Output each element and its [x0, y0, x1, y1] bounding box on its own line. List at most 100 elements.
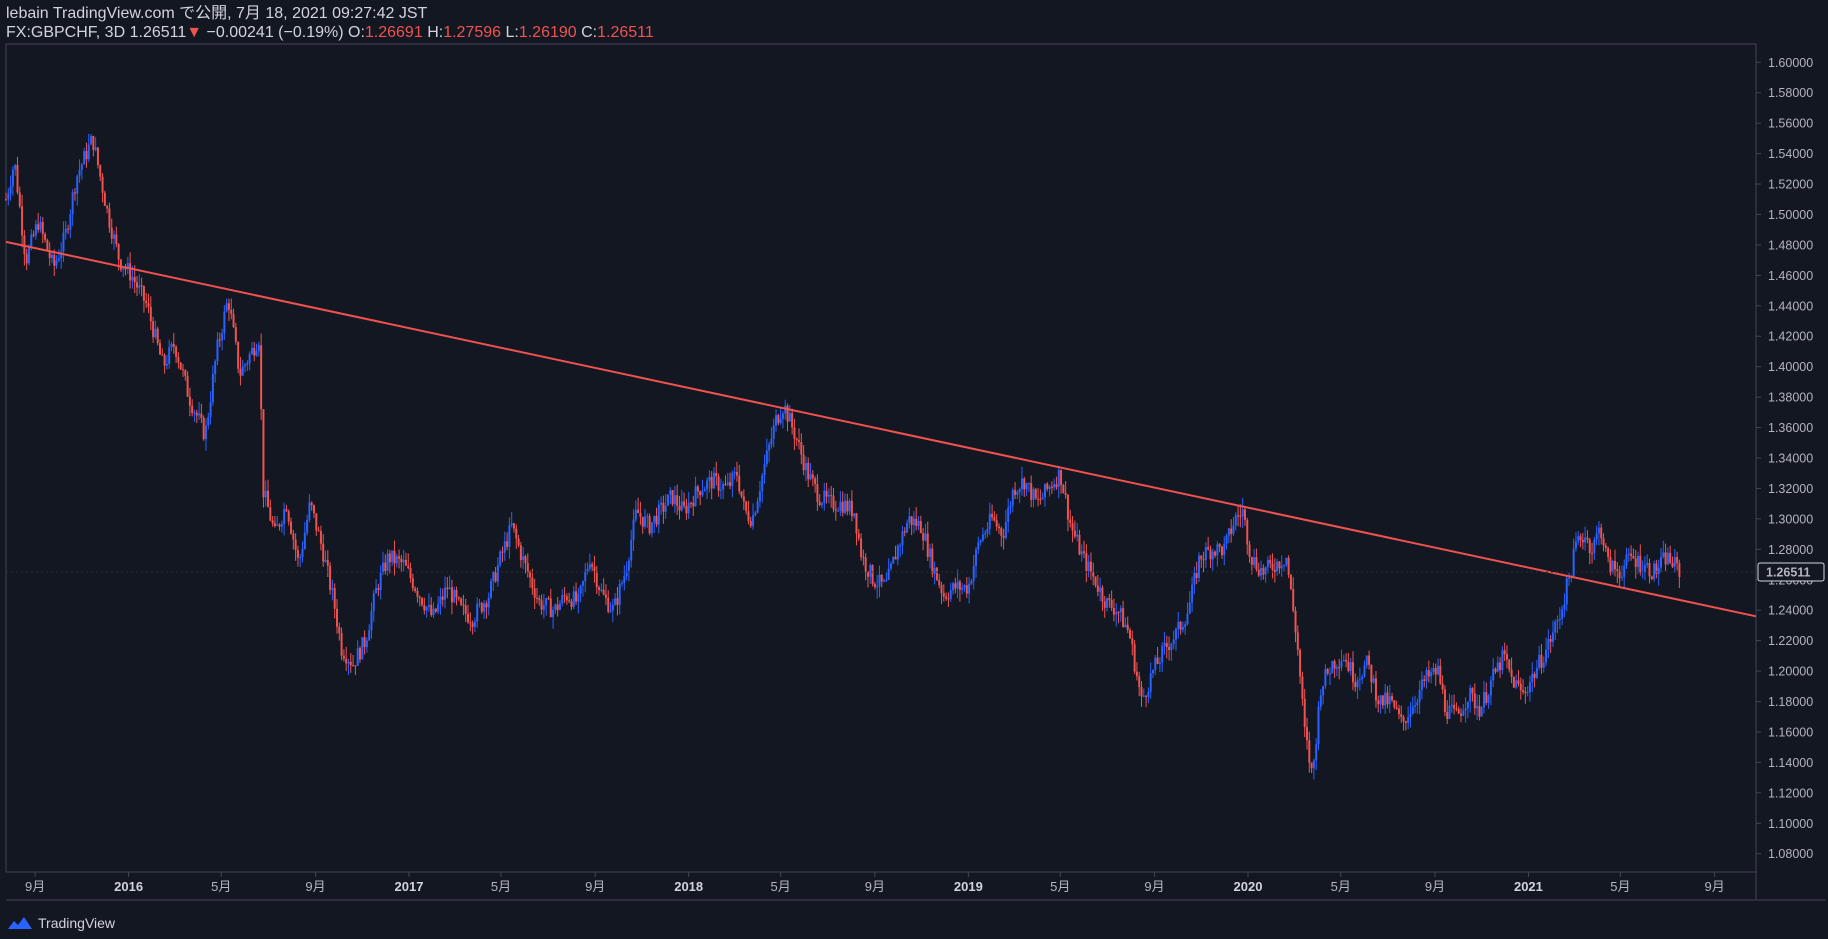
- candle-body: [1048, 486, 1051, 489]
- candle-body: [742, 496, 745, 502]
- candle-body: [968, 583, 971, 594]
- candle-body: [345, 658, 348, 664]
- candle-body: [1595, 533, 1598, 540]
- candle-body: [768, 444, 771, 451]
- x-axis[interactable]: 9月 2016 5月 9月 2017 5月 9月 2018 5月 9月 2019 5月 9月 2020 5月…: [25, 872, 1725, 894]
- trendline[interactable]: [5, 240, 1757, 618]
- candle-body: [14, 164, 17, 170]
- candle-body: [673, 495, 676, 505]
- candle-body: [5, 199, 7, 201]
- candle-body: [340, 632, 343, 656]
- y-tick-label: 1.14000: [1768, 756, 1813, 770]
- candle-body: [1639, 555, 1642, 573]
- candle-body: [1354, 682, 1357, 688]
- candle-body: [533, 588, 536, 598]
- candle-body: [1273, 569, 1276, 572]
- candle-body: [23, 235, 26, 254]
- candle-body: [823, 490, 826, 504]
- candle-body: [1234, 515, 1237, 526]
- candle-body: [1271, 563, 1274, 570]
- candle-body: [414, 588, 417, 591]
- candle-body: [717, 476, 720, 491]
- candle-body: [425, 606, 428, 611]
- candle-body: [1007, 507, 1010, 522]
- candle-body: [807, 462, 810, 480]
- candle-body: [221, 333, 224, 341]
- candle-body: [471, 622, 474, 627]
- candle-body: [506, 541, 509, 547]
- candle-body: [331, 588, 334, 590]
- candle-body: [308, 502, 311, 520]
- y-tick-label: 1.52000: [1768, 178, 1813, 192]
- candle-body: [133, 276, 136, 283]
- candle-body: [984, 533, 987, 535]
- open-value: 1.26691: [364, 24, 423, 41]
- candle-body: [1462, 710, 1465, 716]
- trendline-layer[interactable]: [5, 240, 1757, 618]
- candle-body: [1448, 705, 1451, 719]
- candle-body: [549, 598, 552, 618]
- candle-body: [1039, 499, 1042, 501]
- candle-body: [262, 409, 265, 498]
- candle-body: [1177, 621, 1180, 629]
- candle-body: [27, 247, 30, 264]
- candle-body: [531, 577, 534, 589]
- candle-body: [908, 516, 911, 524]
- candle-body: [1574, 541, 1577, 549]
- candle-body: [1085, 553, 1088, 571]
- candle-body: [1094, 576, 1097, 586]
- candle-body: [712, 472, 715, 489]
- candle-body: [1515, 680, 1518, 688]
- candle-body: [952, 583, 955, 591]
- candle-body: [1338, 667, 1341, 669]
- candle-body: [117, 243, 120, 260]
- candle-body: [69, 214, 72, 230]
- candle-body: [1191, 584, 1194, 603]
- last-price-box: [1757, 562, 1825, 582]
- close-value: 1.26511: [597, 24, 654, 41]
- candle-body: [1011, 489, 1014, 506]
- x-tick-label: 2016: [114, 879, 143, 894]
- candle-body: [1216, 544, 1219, 556]
- candle-body: [39, 221, 42, 230]
- candle-body: [772, 425, 775, 439]
- candle-body: [94, 147, 97, 150]
- candle-body: [1050, 486, 1053, 488]
- candle-body: [731, 472, 734, 486]
- candle-body: [873, 583, 876, 588]
- candle-body: [1232, 525, 1235, 534]
- candle-body: [80, 164, 83, 170]
- candle-body: [398, 556, 401, 559]
- candle-body: [202, 417, 205, 440]
- candle-body: [958, 581, 961, 590]
- candle-body: [703, 489, 706, 492]
- candle-body: [935, 567, 938, 581]
- candle-body: [839, 501, 842, 511]
- y-tick-label: 1.50000: [1768, 208, 1813, 222]
- x-tick-label: 9月: [1705, 879, 1725, 894]
- candle-body: [198, 413, 201, 416]
- candle-body: [1239, 515, 1242, 517]
- candle-body: [568, 600, 571, 602]
- candle-body: [391, 550, 394, 563]
- y-axis[interactable]: 1.08000 1.10000 1.12000 1.14000 1.16000 1.180…: [6, 56, 1825, 861]
- candle-body: [1505, 654, 1508, 660]
- x-tick-label: 9月: [25, 879, 45, 894]
- candle-body: [78, 169, 81, 176]
- tradingview-footer[interactable]: TradingView: [6, 915, 115, 931]
- candle-body: [9, 186, 12, 194]
- candle-body: [1112, 608, 1115, 615]
- candle-body: [193, 412, 196, 414]
- candle-body: [945, 596, 948, 599]
- candle-body: [1365, 655, 1368, 666]
- candle-body: [1053, 484, 1056, 488]
- candle-body: [156, 328, 159, 344]
- candle-body: [253, 347, 256, 356]
- candle-body: [1646, 563, 1649, 566]
- candle-body: [1308, 740, 1311, 763]
- candle-body: [1106, 598, 1109, 608]
- candle-body: [970, 580, 973, 584]
- candle-body: [655, 515, 658, 525]
- candle-body: [62, 232, 65, 252]
